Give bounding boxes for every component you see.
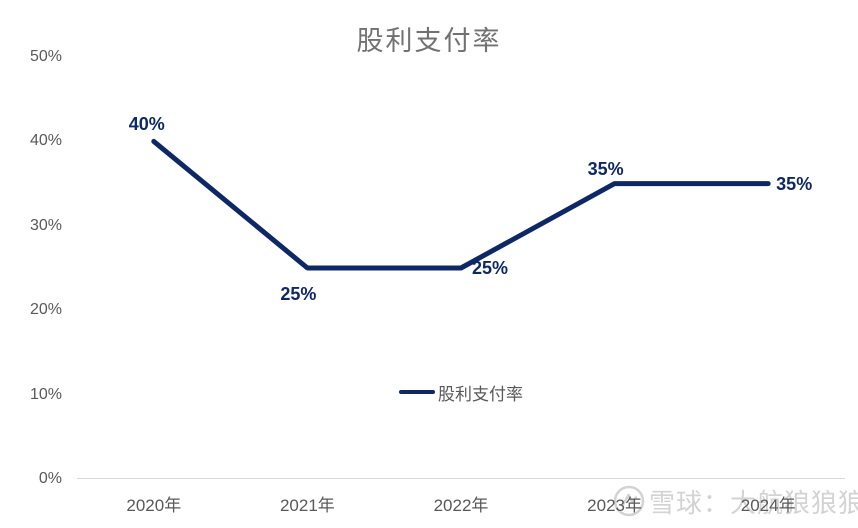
y-tick-label: 30%	[29, 216, 62, 234]
x-tick-label: 2020年	[126, 496, 182, 515]
y-tick-label: 20%	[29, 301, 62, 319]
y-tick-label: 0%	[38, 470, 62, 487]
x-tick-label: 2024年	[740, 496, 796, 515]
legend: 股利支付率	[77, 380, 845, 404]
chart-title: 股利支付率	[356, 26, 502, 56]
watermark-text: 雪球：大航狼狼狼	[649, 487, 858, 518]
data-point-label: 40%	[128, 114, 165, 135]
data-point-label: 25%	[471, 258, 509, 278]
xueqiu-logo-icon	[613, 485, 645, 517]
data-point-label: 35%	[776, 173, 813, 194]
x-tick-label: 2023年	[587, 496, 642, 515]
y-tick-label: 40%	[29, 132, 62, 150]
x-tick-label: 2021年	[279, 496, 335, 515]
legend-label: 股利支付率	[438, 384, 523, 404]
x-tick-label: 2022年	[433, 496, 489, 515]
data-point-label: 35%	[587, 158, 624, 179]
y-tick-label: 50%	[29, 48, 62, 65]
y-tick-label: 10%	[29, 385, 62, 403]
data-point-label: 25%	[280, 284, 317, 304]
legend-line-swatch	[399, 390, 435, 394]
watermark: 雪球：大航狼狼狼	[612, 483, 858, 519]
series-line	[151, 138, 771, 271]
x-axis-line	[77, 478, 845, 479]
